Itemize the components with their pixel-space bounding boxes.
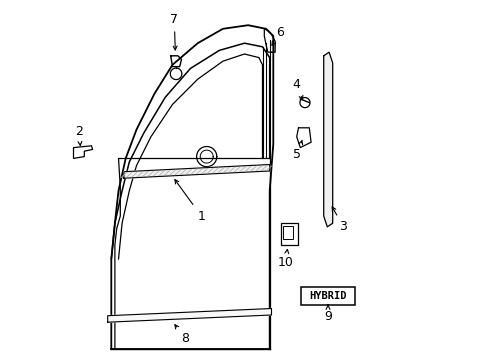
Text: 5: 5 — [293, 141, 302, 161]
Text: 1: 1 — [175, 180, 205, 222]
Text: 8: 8 — [175, 325, 189, 345]
Text: 6: 6 — [271, 26, 284, 45]
Bar — [283, 226, 292, 239]
Bar — [280, 223, 297, 245]
Text: 10: 10 — [277, 249, 292, 269]
Text: 9: 9 — [324, 305, 331, 323]
Polygon shape — [123, 165, 269, 178]
Polygon shape — [323, 52, 332, 227]
Text: 2: 2 — [75, 125, 82, 145]
Text: HYBRID: HYBRID — [309, 291, 346, 301]
Text: 4: 4 — [292, 78, 302, 100]
Polygon shape — [107, 309, 271, 322]
Text: 3: 3 — [331, 207, 347, 233]
Text: 7: 7 — [170, 13, 178, 50]
